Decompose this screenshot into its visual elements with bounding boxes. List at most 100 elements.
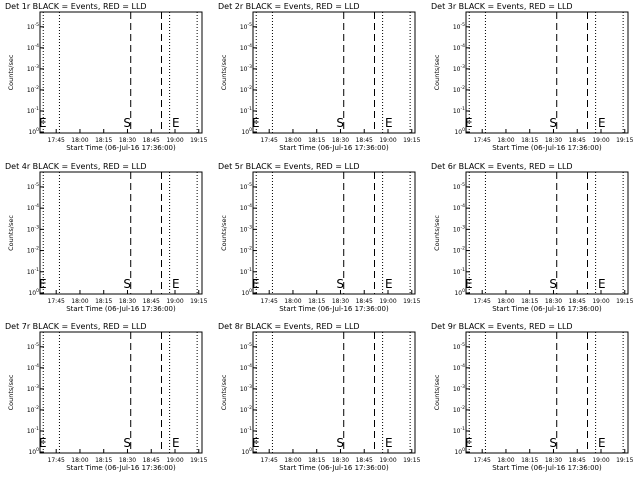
y-tick-label: 10-2 — [27, 246, 39, 255]
y-tick-base: 10 — [27, 226, 35, 233]
y-tick-exponent: -1 — [35, 426, 40, 432]
x-tick-label: 18:30 — [332, 137, 349, 144]
y-tick-base: 10 — [453, 269, 461, 276]
y-tick-label: 10-5 — [453, 182, 465, 191]
marker-e-left: E — [465, 116, 473, 130]
y-tick-label: 10-1 — [240, 426, 252, 435]
y-tick-label: 10-3 — [453, 384, 465, 393]
y-tick-label: 100 — [241, 447, 252, 456]
x-axis-label: Start Time (06-Jul-16 17:36:00) — [279, 464, 389, 472]
plot-frame — [465, 11, 629, 134]
marker-s: S — [549, 436, 557, 450]
panel-title: Det 2r BLACK = Events, RED = LLD — [218, 2, 360, 11]
x-tick-label: 17:45 — [48, 298, 65, 305]
y-tick-base: 10 — [28, 290, 36, 297]
x-tick-label: 19:00 — [379, 137, 396, 144]
y-tick-label: 10-3 — [240, 224, 252, 233]
y-tick-base: 10 — [240, 108, 248, 115]
y-tick-exponent: -4 — [35, 203, 40, 209]
y-tick-exponent: -4 — [461, 203, 466, 209]
y-tick-base: 10 — [240, 66, 248, 73]
y-tick-exponent: 0 — [249, 127, 252, 133]
y-tick-exponent: -4 — [248, 363, 253, 369]
marker-e-right: E — [385, 116, 393, 130]
x-axis-label: Start Time (06-Jul-16 17:36:00) — [492, 305, 602, 313]
x-tick-label: 18:15 — [95, 298, 112, 305]
y-tick-base: 10 — [27, 45, 35, 52]
y-tick-base: 10 — [454, 290, 462, 297]
y-tick-base: 10 — [453, 45, 461, 52]
y-tick-label: 10-5 — [27, 182, 39, 191]
y-tick-exponent: -5 — [35, 342, 40, 348]
y-tick-base: 10 — [454, 449, 462, 456]
y-tick-exponent: -2 — [461, 405, 466, 411]
y-tick-exponent: -3 — [35, 384, 40, 390]
y-tick-exponent: -2 — [35, 246, 40, 252]
y-tick-exponent: -5 — [461, 182, 466, 188]
x-tick-label: 18:30 — [332, 457, 349, 464]
y-tick-label: 100 — [28, 288, 39, 297]
y-tick-label: 100 — [28, 447, 39, 456]
x-tick-label: 19:15 — [403, 298, 420, 305]
y-tick-label: 10-4 — [453, 43, 465, 52]
y-tick-label: 10-5 — [240, 182, 252, 191]
x-tick-label: 17:45 — [48, 457, 65, 464]
marker-e-right: E — [598, 116, 606, 130]
y-tick-base: 10 — [28, 449, 36, 456]
panel-title: Det 6r BLACK = Events, RED = LLD — [431, 162, 573, 171]
x-tick-label: 17:45 — [474, 298, 491, 305]
y-tick-exponent: -5 — [248, 342, 253, 348]
y-tick-label: 10-2 — [453, 246, 465, 255]
y-tick-label: 10-2 — [27, 405, 39, 414]
y-tick-exponent: -1 — [248, 426, 253, 432]
x-tick-label: 17:45 — [474, 457, 491, 464]
y-tick-base: 10 — [27, 428, 35, 435]
x-tick-label: 19:00 — [379, 457, 396, 464]
y-tick-label: 10-1 — [453, 106, 465, 115]
y-tick-base: 10 — [453, 205, 461, 212]
marker-e-left: E — [465, 436, 473, 450]
y-tick-base: 10 — [240, 45, 248, 52]
y-tick-exponent: -5 — [248, 182, 253, 188]
y-tick-label: 10-5 — [27, 22, 39, 31]
y-tick-label: 10-4 — [453, 363, 465, 372]
y-tick-label: 100 — [241, 288, 252, 297]
y-tick-base: 10 — [27, 386, 35, 393]
y-tick-exponent: 0 — [36, 127, 39, 133]
x-tick-label: 18:30 — [545, 457, 562, 464]
y-tick-label: 10-1 — [27, 106, 39, 115]
y-tick-base: 10 — [240, 269, 248, 276]
panel-title: Det 9r BLACK = Events, RED = LLD — [431, 322, 573, 331]
x-tick-label: 19:15 — [190, 457, 207, 464]
marker-s: S — [336, 436, 344, 450]
marker-e-left: E — [252, 277, 260, 291]
y-tick-exponent: -1 — [461, 426, 466, 432]
marker-e-left: E — [39, 116, 47, 130]
plot-frame — [465, 171, 629, 295]
x-tick-label: 19:00 — [592, 137, 609, 144]
y-tick-base: 10 — [27, 205, 35, 212]
x-tick-label: 18:15 — [521, 457, 538, 464]
marker-e-right: E — [598, 436, 606, 450]
marker-e-left: E — [252, 116, 260, 130]
x-axis-label: Start Time (06-Jul-16 17:36:00) — [492, 144, 602, 152]
y-tick-base: 10 — [27, 184, 35, 191]
y-tick-base: 10 — [453, 365, 461, 372]
x-tick-label: 18:00 — [497, 137, 514, 144]
x-tick-label: 19:00 — [592, 298, 609, 305]
x-tick-label: 19:15 — [616, 457, 633, 464]
y-tick-base: 10 — [27, 344, 35, 351]
panel-title: Det 7r BLACK = Events, RED = LLD — [5, 322, 147, 331]
x-tick-label: 19:15 — [403, 457, 420, 464]
y-tick-exponent: -4 — [461, 363, 466, 369]
marker-s: S — [123, 116, 131, 130]
y-tick-exponent: 0 — [36, 447, 39, 453]
x-tick-label: 18:15 — [308, 457, 325, 464]
y-tick-base: 10 — [27, 365, 35, 372]
y-tick-label: 10-2 — [240, 405, 252, 414]
y-tick-exponent: 0 — [462, 288, 465, 294]
y-tick-base: 10 — [453, 407, 461, 414]
